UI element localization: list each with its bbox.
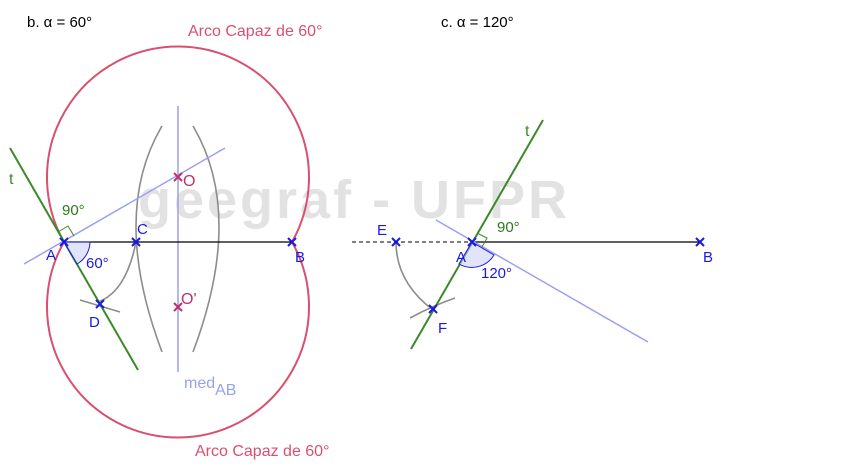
perpendicular-line: [23, 147, 226, 265]
point-a-marker-c: [467, 237, 477, 247]
point-b-marker: [287, 237, 297, 247]
angle-120-label: 120°: [481, 265, 512, 282]
tangent-label: t: [9, 171, 14, 188]
construction-arc-c: [395, 241, 434, 311]
right-angle-mark-c: [476, 232, 488, 248]
point-b-label-c: B: [703, 249, 713, 266]
right-angle-label-c: 90°: [497, 219, 520, 236]
mediatrix-label-main: med: [184, 375, 215, 392]
point-b-label: B: [295, 249, 305, 266]
arc-capaz-top-label: Arco Capaz de 60°: [188, 23, 322, 40]
right-angle-label: 90°: [62, 202, 85, 219]
point-e-marker: [391, 237, 401, 247]
point-a-label-c: A: [456, 249, 466, 266]
tangent-line-c: [410, 119, 544, 350]
point-f-marker: [428, 304, 438, 314]
point-d-marker: [95, 299, 105, 309]
arc-capaz-top: [46, 45, 310, 243]
point-c-marker: [131, 237, 141, 247]
mediatrix-label: medAB: [184, 375, 236, 399]
panel-c-title: c. α = 120°: [441, 14, 514, 31]
center-o2-marker: [173, 302, 183, 312]
center-o-marker: [173, 172, 183, 182]
arc-capaz-bottom-label: Arco Capaz de 60°: [195, 443, 329, 460]
point-f-label: F: [438, 320, 447, 337]
panel-b-title: b. α = 60°: [27, 14, 92, 31]
right-angle-mark: [57, 225, 75, 237]
mediatrix-label-sub: AB: [215, 382, 236, 399]
center-o-label: O: [183, 173, 195, 190]
point-d-label: D: [89, 314, 100, 331]
angle-120-mark: [458, 241, 495, 268]
point-a-label: A: [46, 247, 56, 264]
construction-arc: [97, 241, 137, 303]
angle-60-mark: [63, 241, 91, 265]
center-o2-label: O': [181, 291, 197, 308]
watermark: geegraf - UFPR: [138, 170, 570, 230]
point-b-marker-c: [695, 237, 705, 247]
point-c-label: C: [137, 221, 148, 238]
construction-arc: [192, 125, 220, 353]
point-e-label: E: [377, 222, 387, 239]
tangent-label-c: t: [525, 123, 530, 140]
arc-capaz-bottom: [46, 241, 310, 439]
angle-60-label: 60°: [86, 255, 109, 272]
point-a-marker: [59, 237, 69, 247]
construction-arc: [135, 125, 163, 353]
